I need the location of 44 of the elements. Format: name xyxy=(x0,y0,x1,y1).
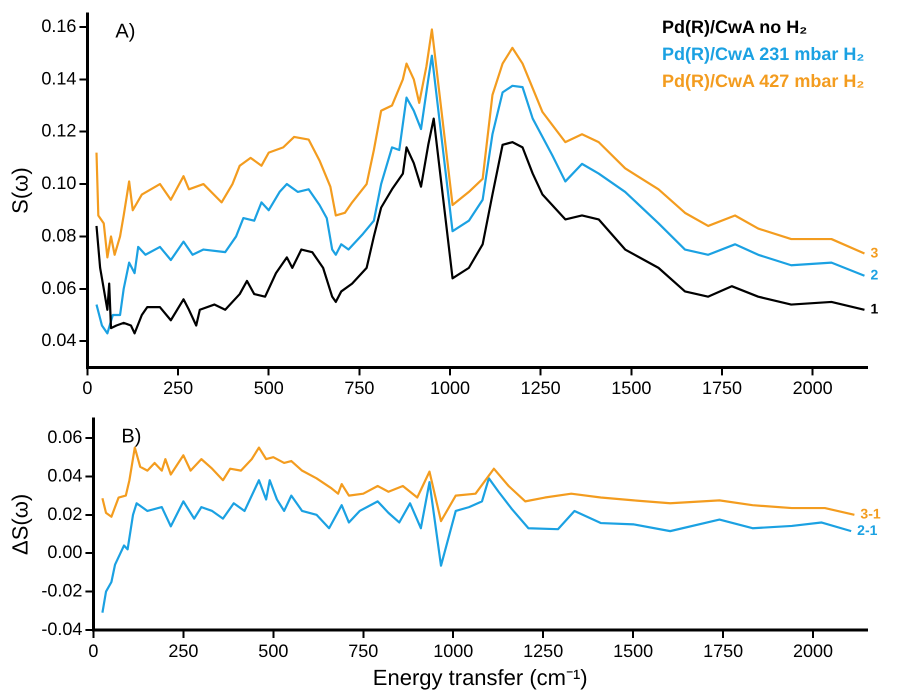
y-tick-label: -0.02 xyxy=(41,580,82,601)
x-tick-label: 2000 xyxy=(793,640,834,661)
text: 1 xyxy=(870,300,878,317)
x-axis-title: Energy transfer (cm⁻¹) xyxy=(372,664,588,690)
series-label: 2-1 xyxy=(857,522,878,538)
x-tick-label: 1500 xyxy=(613,640,654,661)
x-tick-label: 1000 xyxy=(430,378,470,398)
x-tick-label: 1250 xyxy=(520,378,561,398)
y-tick-label: 0.00 xyxy=(47,542,82,562)
x-tick-label: 2000 xyxy=(792,378,833,398)
y-tick-label: 0.10 xyxy=(41,173,76,194)
y-tick-label: 0.12 xyxy=(41,120,76,141)
annotation: B) xyxy=(121,425,142,448)
x-tick-label: 250 xyxy=(168,640,198,661)
x-tick-label: 750 xyxy=(348,640,378,661)
series-label: 3-1 xyxy=(860,506,881,522)
y-axis-title: ΔS(ω) xyxy=(7,494,32,555)
x-tick-label: 250 xyxy=(163,378,194,398)
x-tick-label: 1250 xyxy=(523,640,564,661)
text: 2 xyxy=(870,266,878,283)
text: Pd(R)/CwA 231 mbar H₂ xyxy=(662,44,864,64)
text: Pd(R)/CwA no H₂ xyxy=(662,16,808,37)
x-tick-label: 1750 xyxy=(702,378,742,398)
y-tick-label: 0.04 xyxy=(41,330,76,350)
y-tick-label: -0.04 xyxy=(41,618,82,639)
x-tick-label: 1500 xyxy=(611,378,652,398)
x-tick-label: 500 xyxy=(258,640,288,661)
y-tick-label: 0.06 xyxy=(41,278,76,298)
y-tick-label: 0.16 xyxy=(41,16,76,36)
y-tick-label: 0.08 xyxy=(41,225,76,246)
annotation: A) xyxy=(115,20,136,42)
y-axis-title: S(ω) xyxy=(7,167,32,214)
x-tick-label: 750 xyxy=(344,378,374,398)
x-tick-label: 500 xyxy=(254,378,284,398)
x-tick-label: 1750 xyxy=(703,640,744,661)
x-tick-label: 0 xyxy=(82,378,92,398)
y-tick-label: 0.04 xyxy=(47,465,82,486)
x-tick-label: 1000 xyxy=(433,640,474,661)
text: 3 xyxy=(870,244,878,260)
y-tick-label: 0.06 xyxy=(47,426,82,447)
y-tick-label: 0.02 xyxy=(47,504,82,524)
y-tick-label: 0.14 xyxy=(41,68,76,88)
x-tick-label: 0 xyxy=(88,640,98,661)
text: Pd(R)/CwA 427 mbar H₂ xyxy=(662,70,864,91)
